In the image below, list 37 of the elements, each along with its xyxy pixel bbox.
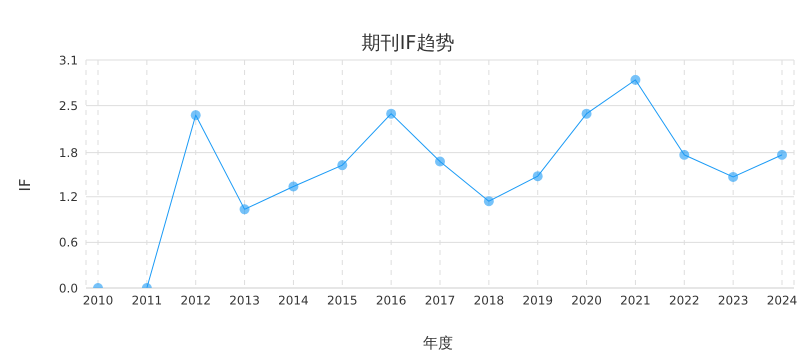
point [630, 74, 640, 85]
y-tick-label: 1.2 [58, 190, 78, 204]
x-tick-label: 2011 [132, 294, 162, 308]
x-tick-label: 2018 [474, 294, 504, 308]
point [337, 160, 348, 170]
x-tick-label: 2019 [522, 294, 553, 308]
point [435, 156, 445, 166]
point [777, 150, 787, 160]
point [386, 108, 396, 119]
point [288, 182, 298, 192]
x-tick-label: 2020 [571, 294, 602, 308]
chart-title: 期刊IF趋势 [362, 32, 454, 54]
y-tick-label: 0.0 [58, 281, 78, 296]
x-axis-title: 年度 [422, 334, 454, 353]
point [582, 108, 592, 119]
x-tick-label: 2024 [766, 294, 798, 308]
x-tick-label: 2010 [82, 294, 114, 308]
x-tick-label: 2017 [424, 294, 456, 308]
y-tick-label: 2.5 [58, 98, 78, 113]
x-tick-label: 2014 [278, 294, 309, 308]
y-tick-label: 0.6 [58, 236, 78, 250]
point [728, 172, 738, 182]
point [240, 204, 250, 214]
x-tick-label: 2016 [376, 294, 406, 308]
point [679, 150, 690, 160]
x-tick-label: 2015 [327, 294, 358, 308]
x-tick-label: 2023 [718, 294, 748, 308]
x-tick-label: 2013 [229, 294, 260, 308]
x-tick-label: 2021 [620, 294, 651, 308]
point [190, 110, 201, 120]
point [532, 171, 543, 182]
y-axis-title: IF [16, 177, 34, 194]
y-tick-label: 3.1 [58, 53, 78, 68]
y-tick-label: 1.8 [58, 146, 78, 160]
x-tick-label: 2022 [669, 294, 700, 308]
x-tick-label: 2012 [180, 294, 211, 308]
point [484, 196, 494, 206]
